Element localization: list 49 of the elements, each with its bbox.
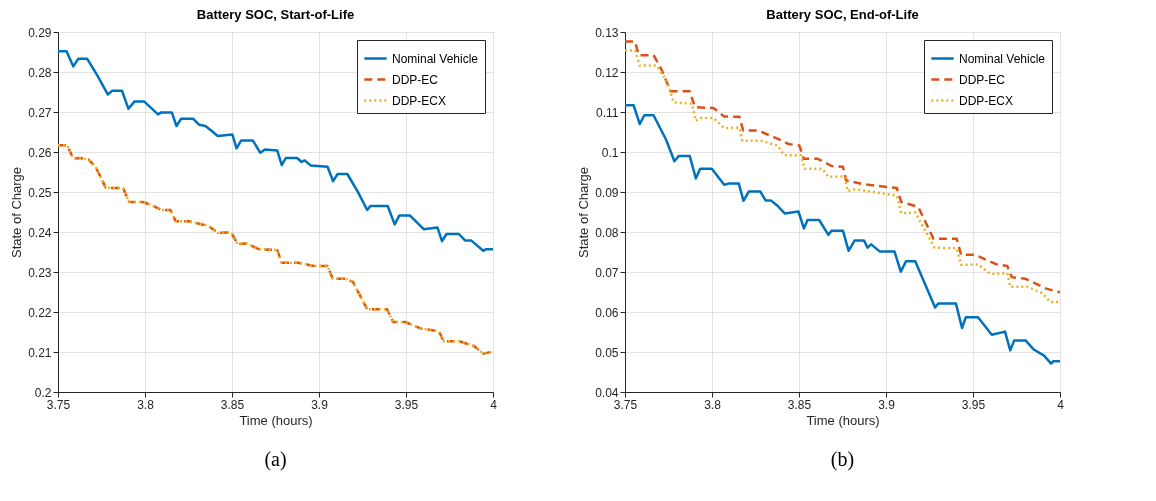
x-tick-label: 3.9	[311, 397, 329, 412]
x-axis-title: Time (hours)	[806, 412, 880, 428]
legend-label: Nominal Vehicle	[392, 51, 479, 66]
x-tick-label: 4	[490, 397, 498, 412]
y-tick-label: 0.1	[601, 145, 619, 160]
y-axis-title: State of Charge	[9, 166, 25, 259]
x-tick-label: 3.85	[220, 397, 245, 412]
x-tick-label: 3.8	[137, 397, 155, 412]
line-series	[58, 143, 493, 355]
x-tick-label: 3.95	[394, 397, 419, 412]
y-tick-label: 0.22	[28, 305, 52, 320]
legend-label: DDP-EC	[392, 72, 439, 87]
x-tick-label: 3.75	[613, 397, 638, 412]
y-tick-label: 0.23	[28, 265, 52, 280]
text: (b)	[830, 448, 855, 471]
y-tick-label: 0.28	[28, 65, 52, 80]
x-tick-label: 3.9	[878, 397, 896, 412]
y-tick-label: 0.05	[595, 345, 619, 360]
text: (a)	[264, 448, 287, 471]
x-tick-label: 4	[1057, 397, 1065, 412]
line-series	[58, 49, 493, 253]
y-tick-label: 0.25	[28, 185, 52, 200]
chart-title: Battery SOC, Start-of-Life	[196, 7, 355, 22]
y-tick-label: 0.11	[596, 105, 619, 120]
y-tick-label: 0.07	[595, 265, 619, 280]
legend-label: DDP-EC	[959, 72, 1006, 87]
x-tick-label: 3.95	[961, 397, 986, 412]
y-axis-title: State of Charge	[576, 166, 592, 259]
y-tick-label: 0.09	[595, 185, 619, 200]
y-tick-label: 0.13	[595, 25, 619, 40]
legend-label: DDP-ECX	[392, 93, 447, 108]
x-tick-label: 3.75	[46, 397, 71, 412]
y-tick-label: 0.06	[595, 305, 619, 320]
x-axis-title: Time (hours)	[239, 412, 313, 428]
y-tick-label: 0.2	[34, 385, 52, 400]
y-tick-label: 0.04	[595, 385, 619, 400]
y-tick-label: 0.24	[28, 225, 52, 240]
y-tick-label: 0.27	[28, 105, 52, 120]
x-tick-label: 3.85	[787, 397, 812, 412]
y-tick-label: 0.21	[28, 345, 52, 360]
y-tick-label: 0.29	[28, 25, 52, 40]
x-tick-label: 3.8	[704, 397, 722, 412]
y-tick-label: 0.26	[28, 145, 52, 160]
y-tick-label: 0.08	[595, 225, 619, 240]
chart-title: Battery SOC, End-of-Life	[766, 7, 919, 22]
legend-label: Nominal Vehicle	[959, 51, 1046, 66]
y-tick-label: 0.12	[595, 65, 619, 80]
line-series	[625, 103, 1060, 365]
legend-label: DDP-ECX	[959, 93, 1014, 108]
